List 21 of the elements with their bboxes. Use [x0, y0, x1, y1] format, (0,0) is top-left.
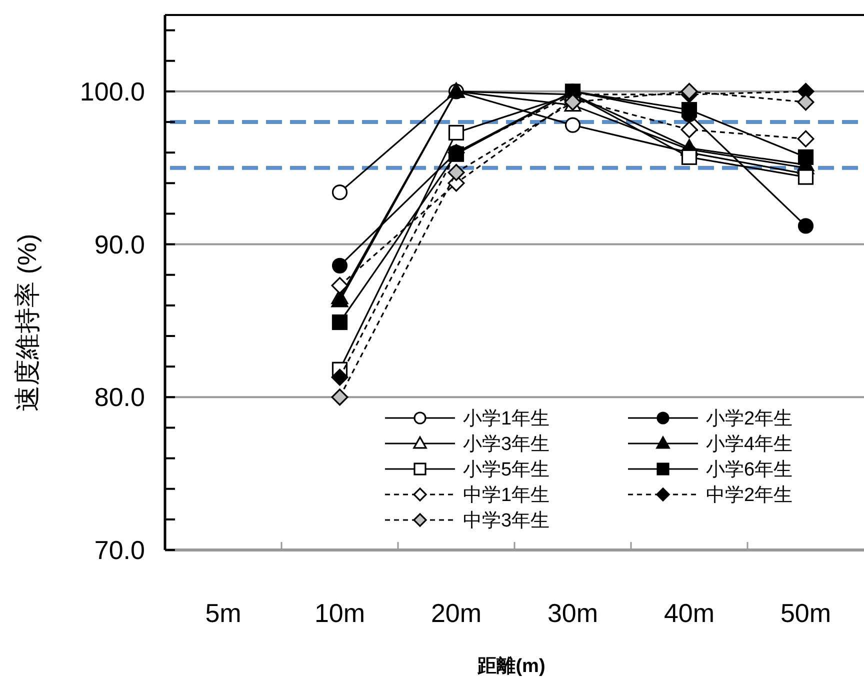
legend-label: 小学4年生: [706, 434, 793, 456]
legend-label: 中学3年生: [463, 510, 550, 532]
x-axis-title: 距離(m): [476, 655, 546, 677]
x-tick-label: 30m: [547, 598, 598, 628]
x-tick-label: 5m: [205, 598, 242, 628]
legend-label: 小学6年生: [706, 460, 793, 481]
legend-label: 小学2年生: [706, 408, 793, 430]
x-tick-label: 50m: [780, 598, 832, 628]
y-tick-label: 80.0: [94, 382, 145, 412]
y-axis-title: 速度維持率 (%): [12, 234, 42, 412]
x-tick-label: 40m: [664, 598, 715, 628]
legend-label: 小学1年生: [463, 408, 550, 430]
legend-label: 中学1年生: [463, 485, 550, 506]
x-tick-label: 20m: [430, 598, 482, 628]
y-tick-label: 70.0: [94, 535, 145, 566]
y-tick-label: 100.0: [80, 76, 145, 107]
x-tick-label: 10m: [314, 598, 366, 628]
legend-label: 小学3年生: [463, 434, 550, 456]
legend-label: 中学2年生: [706, 485, 793, 506]
legend-label: 小学5年生: [463, 460, 550, 481]
y-tick-label: 90.0: [94, 229, 145, 260]
